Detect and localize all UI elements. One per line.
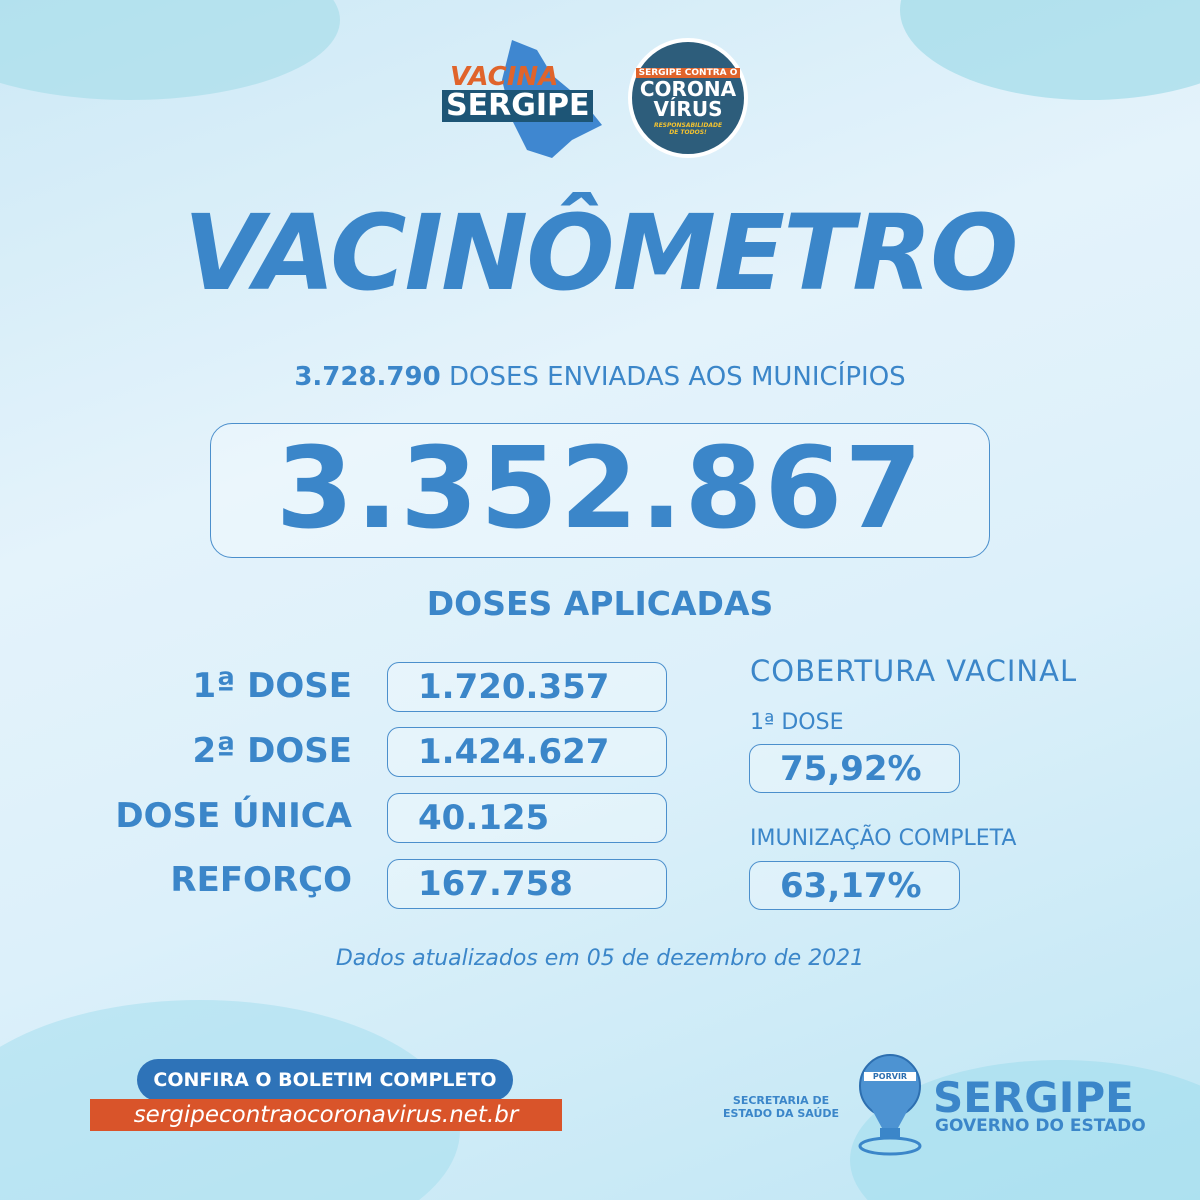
background-shape	[0, 0, 340, 100]
dose-value: 1.424.627	[418, 732, 610, 772]
total-applied-value: 3.352.867	[275, 424, 925, 554]
coverage-first-value: 75,92%	[780, 749, 922, 789]
dose-value-box: 1.720.357	[387, 662, 667, 712]
page-title: VACINÔMETRO	[183, 192, 1018, 314]
logo-vacina-text: VACINA	[450, 62, 559, 92]
logo-top-text: SERGIPE CONTRA O	[635, 68, 741, 78]
dose-value: 40.125	[418, 798, 550, 838]
cta-button[interactable]: CONFIRA O BOLETIM COMPLETO	[137, 1059, 513, 1101]
balloon-icon	[858, 1054, 922, 1156]
dose-value-box: 167.758	[387, 859, 667, 909]
dose-value-box: 1.424.627	[387, 727, 667, 777]
background-shape	[900, 0, 1200, 100]
updated-date: Dados atualizados em 05 de dezembro de 2…	[335, 946, 865, 971]
total-applied-box: 3.352.867	[210, 423, 990, 558]
doses-sent-line: 3.728.790 DOSES ENVIADAS AOS MUNICÍPIOS	[0, 362, 1200, 392]
logo-tagline: RESPONSABILIDADE DE TODOS!	[653, 122, 723, 136]
government-title: SERGIPE	[933, 1073, 1134, 1122]
coverage-full-box: 63,17%	[749, 861, 960, 910]
vacina-sergipe-logo: VACINA SERGIPE	[442, 40, 612, 160]
dose-label: DOSE ÚNICA	[115, 796, 352, 836]
balloon-text: PORVIR	[864, 1072, 916, 1081]
dose-value: 167.758	[418, 864, 573, 904]
government-subtitle: GOVERNO DO ESTADO	[935, 1116, 1146, 1136]
balloon-crest-logo: PORVIR	[856, 1054, 924, 1158]
doses-applied-heading: DOSES APLICADAS	[426, 584, 774, 623]
logo-virus-text: VÍRUS	[653, 97, 723, 121]
coverage-first-box: 75,92%	[749, 744, 960, 793]
dose-label: 1ª DOSE	[192, 666, 352, 706]
doses-sent-value: 3.728.790	[294, 362, 441, 392]
coverage-first-label: 1ª DOSE	[750, 710, 844, 735]
logo-sergipe-text: SERGIPE	[442, 90, 594, 122]
coverage-full-value: 63,17%	[780, 866, 922, 906]
website-link[interactable]: sergipecontraocoronavirus.net.br	[90, 1099, 562, 1131]
dose-value-box: 40.125	[387, 793, 667, 843]
sergipe-contra-coronavirus-logo: SERGIPE CONTRA O CORONA VÍRUS RESPONSABI…	[628, 38, 748, 158]
doses-sent-label: DOSES ENVIADAS AOS MUNICÍPIOS	[448, 362, 906, 392]
dose-label: 2ª DOSE	[192, 731, 352, 771]
coverage-title: COBERTURA VACINAL	[750, 654, 1078, 688]
logo-corona-text: CORONA	[639, 77, 737, 101]
dose-label: REFORÇO	[170, 860, 352, 900]
coverage-full-label: IMUNIZAÇÃO COMPLETA	[750, 826, 1017, 851]
dose-value: 1.720.357	[418, 667, 610, 707]
secretaria-label: SECRETARIA DE ESTADO DA SAÚDE	[722, 1094, 840, 1120]
